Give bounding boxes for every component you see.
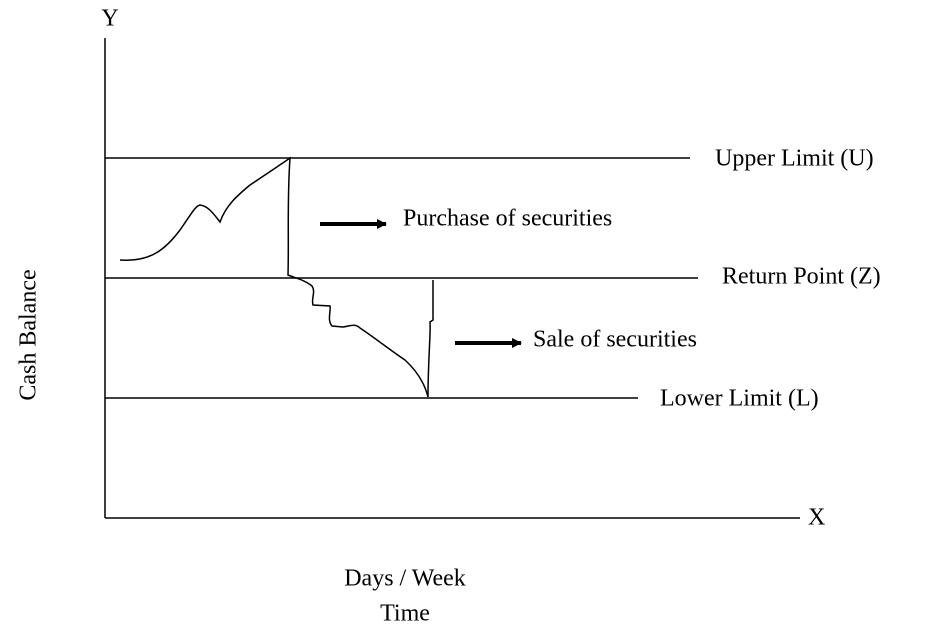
action-label: Sale of securities [533,327,697,353]
y-label: Y [101,6,118,32]
y-title: Cash Balance [16,269,42,400]
x-label: X [808,505,825,531]
x-title: Time [380,601,430,627]
x-title: Days / Week [344,566,466,592]
level-label: Return Point (Z) [722,264,881,290]
level-label: Upper Limit (U) [715,146,874,172]
cash-path [119,156,434,398]
action-label: Purchase of securities [403,206,612,232]
level-label: Lower Limit (L) [660,386,819,412]
